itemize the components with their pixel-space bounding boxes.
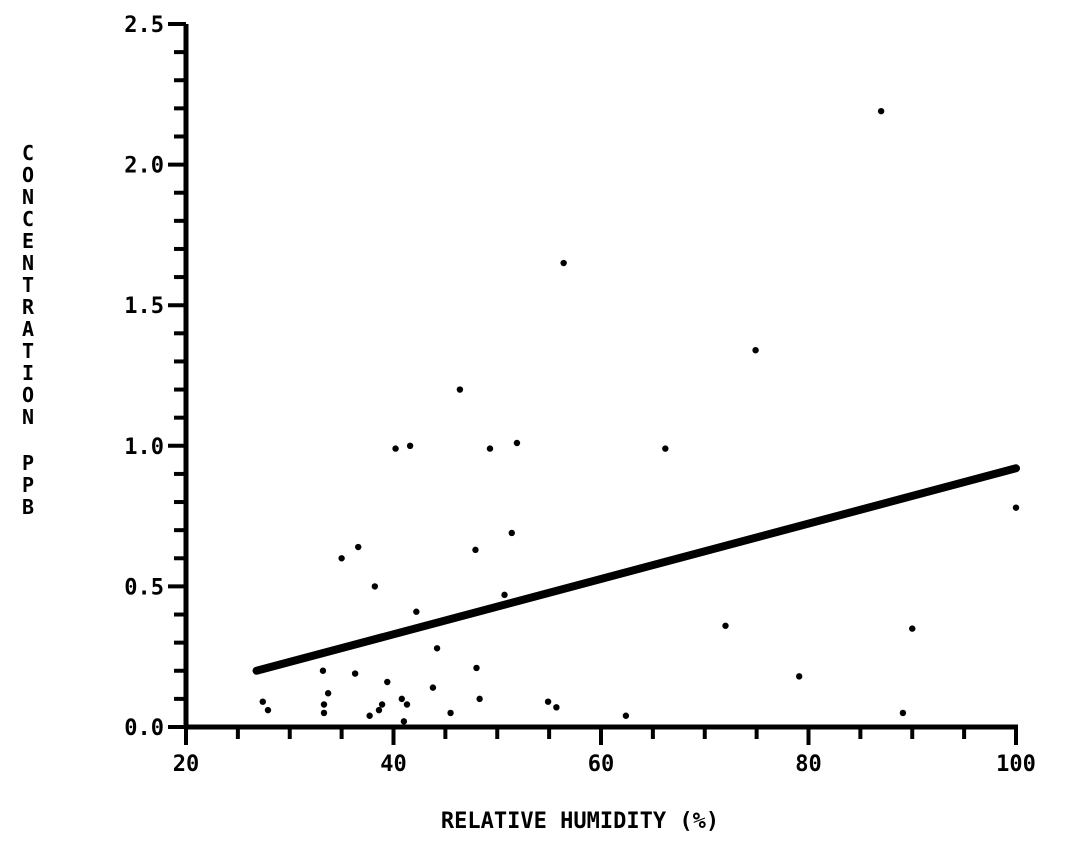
data-point bbox=[320, 701, 328, 708]
data-point bbox=[392, 445, 399, 452]
data-point bbox=[447, 709, 454, 717]
data-point bbox=[752, 346, 759, 354]
data-point bbox=[622, 712, 630, 719]
x-axis: 20 40 60 80 100 bbox=[173, 724, 1036, 777]
data-point bbox=[486, 445, 494, 452]
data-point bbox=[413, 608, 420, 615]
data-point bbox=[1012, 504, 1020, 511]
data-point bbox=[473, 664, 480, 672]
data-point bbox=[429, 684, 437, 691]
data-point bbox=[433, 645, 441, 652]
data-point bbox=[560, 259, 567, 267]
data-point bbox=[722, 622, 729, 629]
data-point bbox=[795, 673, 803, 680]
y-tick-label: 2.0 bbox=[124, 154, 164, 179]
data-point bbox=[338, 555, 345, 562]
y-axis-label-letter: C bbox=[22, 141, 34, 165]
data-point bbox=[877, 107, 885, 115]
data-point bbox=[320, 709, 328, 717]
data-point bbox=[899, 709, 907, 717]
y-axis-label-letter: N bbox=[22, 185, 34, 209]
y-tick-label: 1.5 bbox=[124, 294, 164, 319]
regression-line-group bbox=[252, 464, 1020, 675]
y-axis-label-letter: I bbox=[22, 361, 34, 385]
data-point bbox=[324, 690, 332, 697]
data-point bbox=[400, 718, 408, 725]
y-tick-label: 0.5 bbox=[124, 575, 164, 600]
y-axis-label-letter: N bbox=[22, 405, 34, 429]
y-axis-label-letter: P bbox=[22, 451, 34, 475]
data-point bbox=[371, 583, 379, 590]
y-axis-label-letter: E bbox=[22, 229, 34, 253]
y-axis-label-letter: P bbox=[22, 473, 34, 497]
data-point bbox=[662, 445, 669, 452]
data-point bbox=[508, 529, 515, 537]
data-point bbox=[375, 706, 383, 714]
x-tick-label: 60 bbox=[588, 752, 615, 777]
data-point bbox=[264, 706, 272, 714]
y-axis-label-letter: R bbox=[22, 295, 35, 319]
data-point bbox=[403, 701, 411, 708]
x-axis-label: RELATIVE HUMIDITY (%) bbox=[441, 809, 719, 834]
y-axis-label-letter: C bbox=[22, 207, 34, 231]
x-tick-label: 100 bbox=[996, 752, 1036, 777]
x-tick-label: 40 bbox=[380, 752, 407, 777]
data-point bbox=[553, 704, 560, 711]
data-point bbox=[544, 698, 552, 705]
y-axis: 0.0 0.5 1.0 1.5 2.0 2.5 bbox=[124, 13, 189, 741]
x-tick-label: 20 bbox=[173, 752, 200, 777]
data-point bbox=[351, 670, 359, 677]
y-axis-label-letter: A bbox=[22, 317, 34, 341]
data-point bbox=[384, 678, 391, 686]
data-point bbox=[259, 698, 266, 705]
y-axis-label-letter: T bbox=[22, 339, 34, 363]
x-tick-label: 80 bbox=[795, 752, 822, 777]
data-point bbox=[355, 543, 362, 551]
data-point bbox=[472, 546, 479, 554]
y-axis-label-letter: B bbox=[22, 495, 34, 519]
data-point bbox=[513, 439, 521, 447]
y-axis-label-letter: N bbox=[22, 251, 34, 275]
data-points bbox=[259, 107, 1020, 725]
data-point bbox=[501, 591, 508, 599]
y-tick-label: 1.0 bbox=[124, 435, 164, 460]
y-axis-label-letter: T bbox=[22, 273, 34, 297]
regression-line bbox=[252, 464, 1020, 675]
data-point bbox=[476, 695, 483, 703]
data-point bbox=[378, 701, 386, 708]
data-point bbox=[456, 386, 464, 393]
data-point bbox=[398, 695, 405, 703]
y-axis-label-letter: O bbox=[22, 383, 34, 407]
y-tick-label: 2.5 bbox=[124, 13, 164, 38]
data-point bbox=[319, 667, 327, 674]
y-tick-label: 0.0 bbox=[124, 716, 164, 741]
data-point bbox=[366, 712, 373, 719]
y-axis-label-letter: O bbox=[22, 163, 34, 187]
data-point bbox=[909, 625, 916, 632]
data-point bbox=[406, 442, 414, 449]
